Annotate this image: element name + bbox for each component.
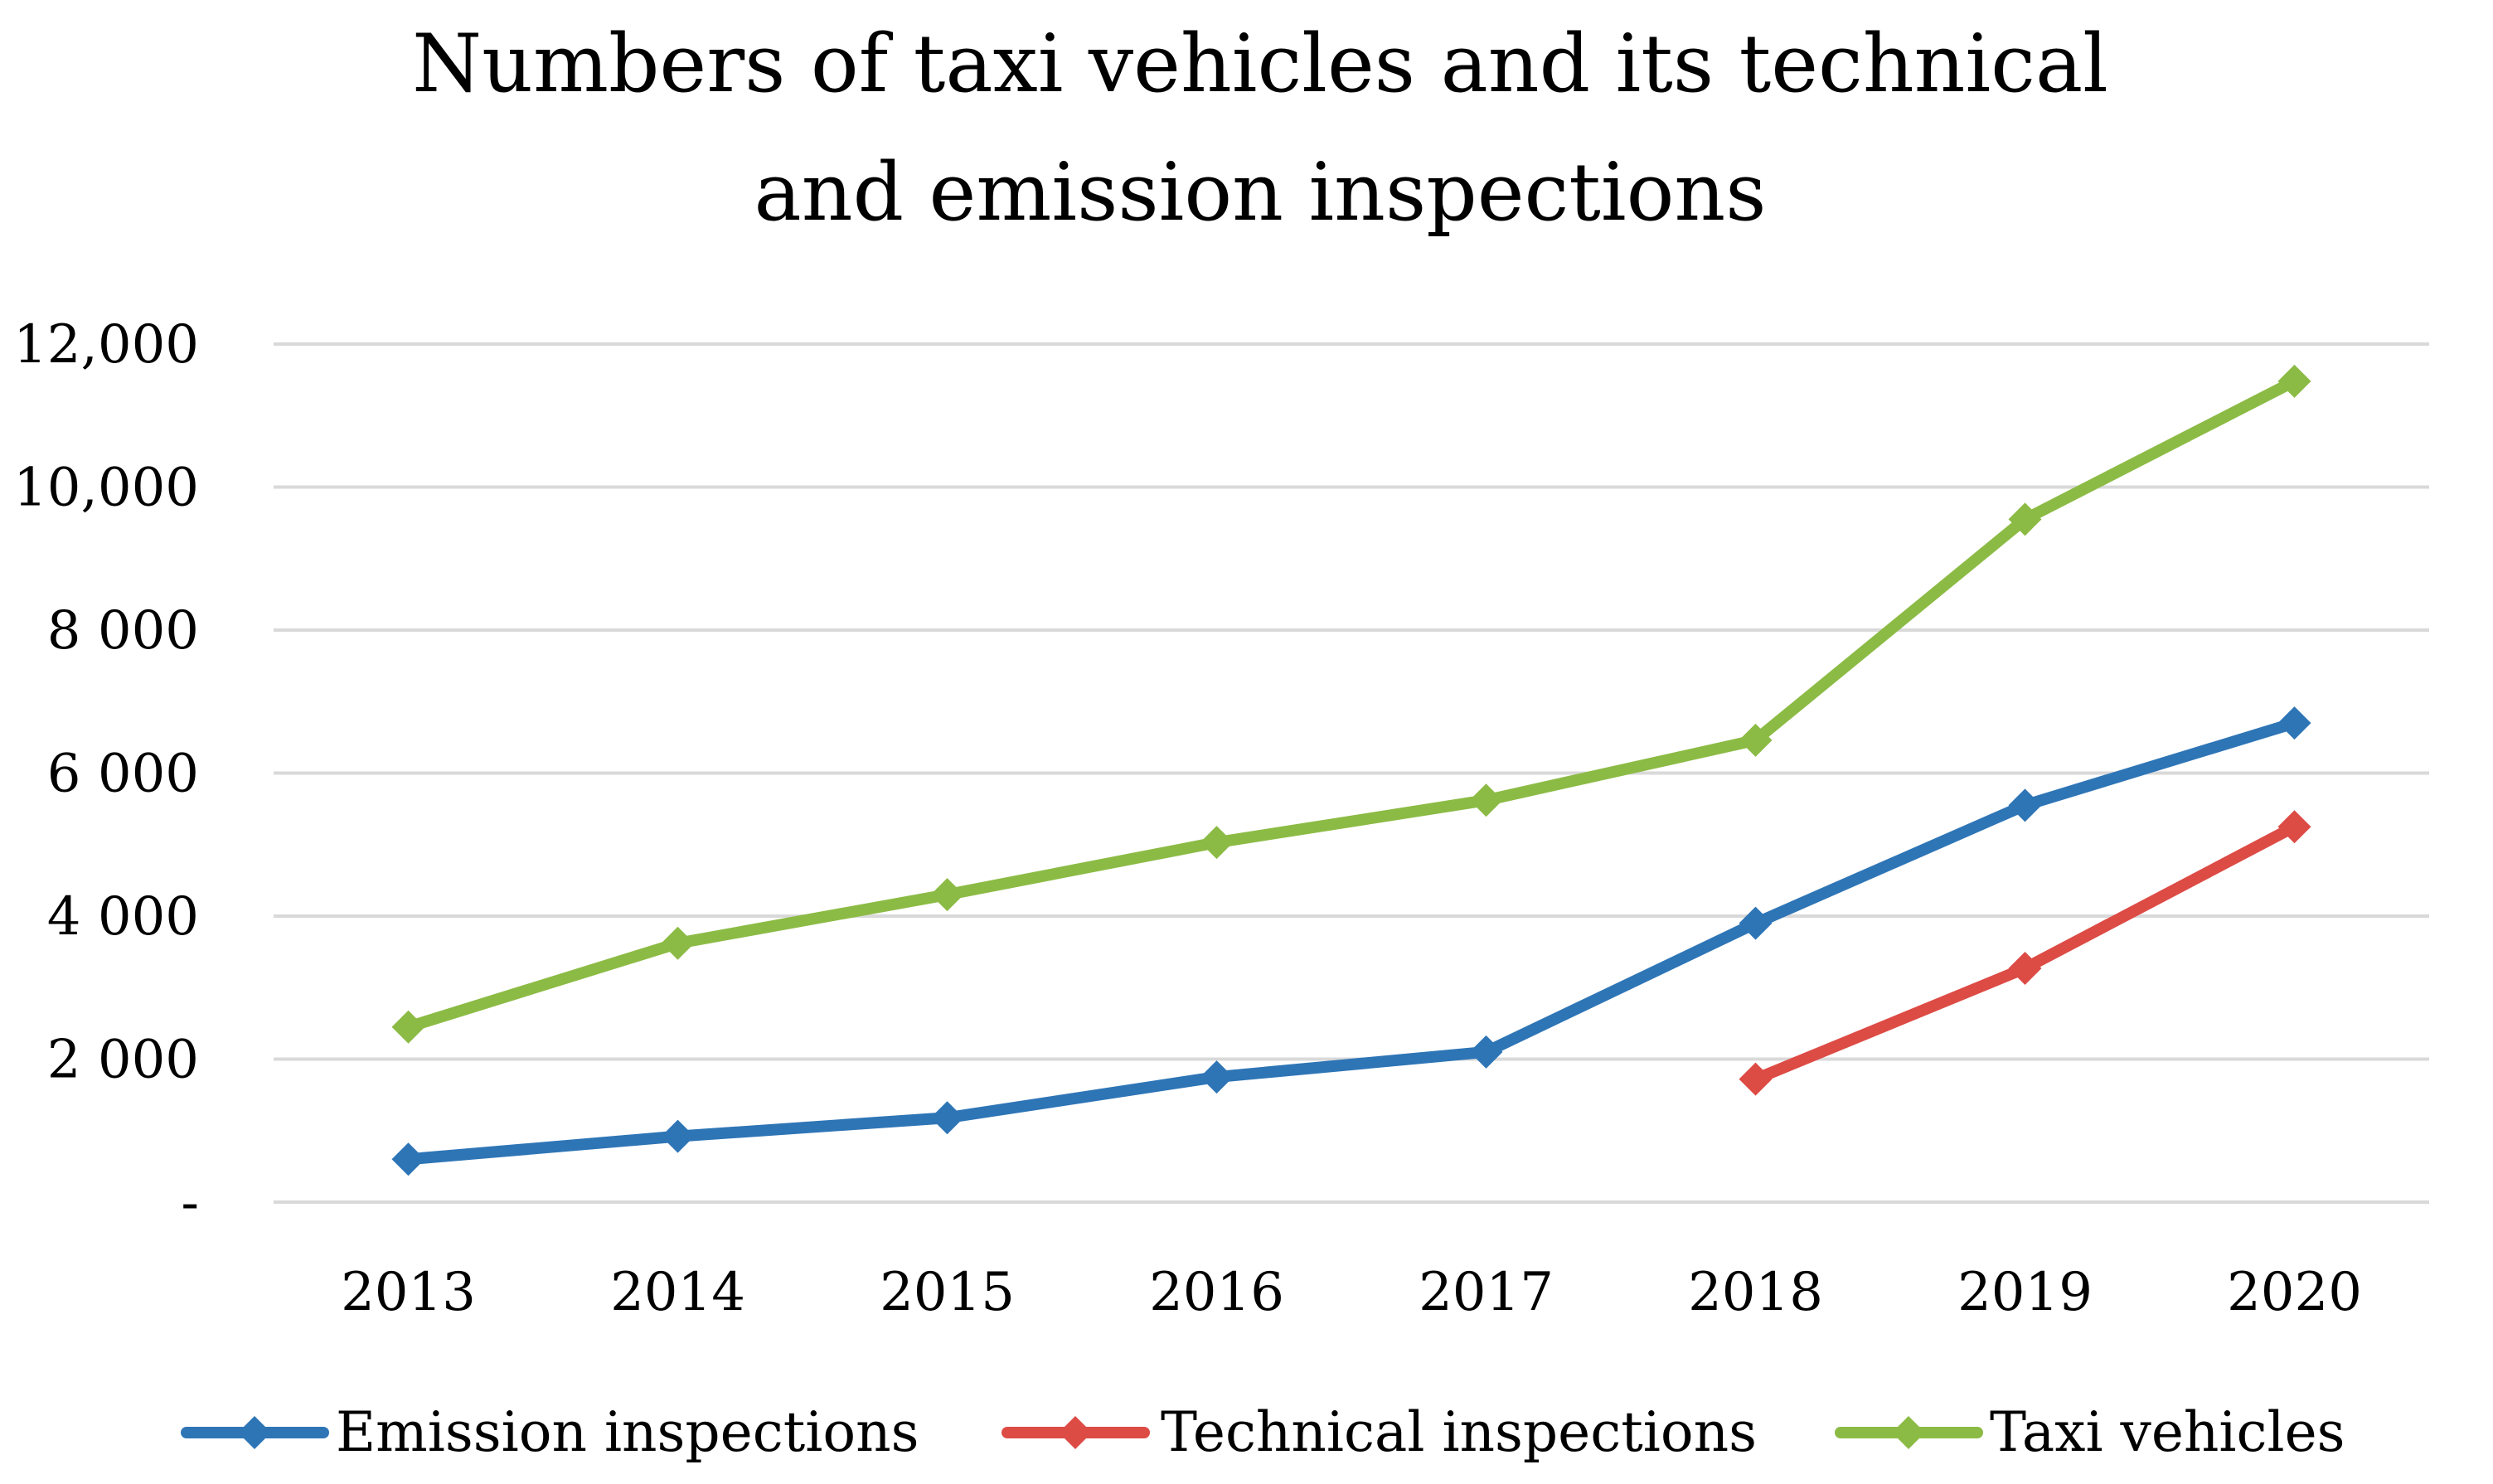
series-group [391, 364, 2311, 1176]
x-tick-label-2019: 2019 [1957, 1262, 2093, 1323]
data-point-taxi-vehicles-2020 [2277, 364, 2311, 398]
legend-item-emission-inspections: Emission inspections [181, 1400, 919, 1464]
data-point-emission-inspections-2018 [1739, 906, 1773, 940]
series-line-emission-inspections [402, 717, 2301, 1166]
legend-marker-technical-inspections [1059, 1416, 1092, 1449]
data-point-emission-inspections-2019 [2008, 788, 2042, 822]
legend-label-emission-inspections: Emission inspections [336, 1400, 919, 1464]
gridlines [274, 342, 2429, 1204]
data-point-technical-inspections-2020 [2277, 810, 2311, 844]
y-tick-label: 6 000 [47, 744, 199, 805]
data-point-taxi-vehicles-2019 [2008, 502, 2042, 536]
x-tick-label-2016: 2016 [1149, 1262, 1284, 1323]
y-tick-label: 12,000 [13, 314, 199, 376]
y-tick-label: 4 000 [47, 886, 199, 948]
legend-label-taxi-vehicles: Taxi vehicles [1990, 1400, 2345, 1464]
series-emission-inspections [391, 706, 2311, 1176]
legend-item-taxi-vehicles: Taxi vehicles [1835, 1400, 2345, 1464]
data-point-taxi-vehicles-2016 [1200, 826, 1234, 860]
data-point-taxi-vehicles-2018 [1739, 723, 1773, 757]
chart-title-line-1: Numbers of taxi vehicles and its technic… [412, 17, 2108, 110]
data-point-emission-inspections-2017 [1469, 1035, 1503, 1069]
legend-marker-taxi-vehicles [1892, 1416, 1925, 1449]
data-point-emission-inspections-2014 [661, 1119, 695, 1153]
y-tick-label: 10,000 [13, 458, 199, 519]
data-point-taxi-vehicles-2014 [661, 926, 695, 960]
data-point-technical-inspections-2019 [2008, 951, 2042, 985]
series-taxi-vehicles [391, 364, 2311, 1044]
legend: Emission inspections Technical inspection… [181, 1400, 2345, 1464]
x-tick-label-2013: 2013 [341, 1262, 476, 1323]
data-point-emission-inspections-2020 [2277, 706, 2311, 740]
data-point-taxi-vehicles-2013 [391, 1010, 425, 1044]
x-tick-label-2018: 2018 [1688, 1262, 1823, 1323]
legend-marker-emission-inspections [238, 1416, 271, 1449]
y-tick-label: 2 000 [47, 1030, 199, 1091]
x-tick-label-2015: 2015 [880, 1262, 1015, 1323]
data-point-emission-inspections-2013 [391, 1142, 425, 1176]
x-tick-label-2014: 2014 [610, 1262, 745, 1323]
x-axis-ticks: 2013 2014 2015 2016 2017 2018 2019 2020 [341, 1262, 2362, 1323]
legend-label-technical-inspections: Technical inspections [1161, 1400, 1757, 1464]
y-axis-ticks: - 2 000 4 000 6 000 8 000 10,000 12,000 [13, 314, 199, 1234]
y-tick-label: 8 000 [47, 600, 199, 662]
data-point-emission-inspections-2016 [1200, 1060, 1234, 1094]
data-point-technical-inspections-2018 [1739, 1062, 1773, 1096]
data-point-emission-inspections-2015 [930, 1101, 964, 1135]
series-technical-inspections [1739, 810, 2311, 1096]
data-point-taxi-vehicles-2015 [930, 878, 964, 912]
legend-item-technical-inspections: Technical inspections [1002, 1400, 1757, 1464]
x-tick-label-2017: 2017 [1419, 1262, 1554, 1323]
data-point-taxi-vehicles-2017 [1469, 783, 1503, 817]
series-line-taxi-vehicles [402, 375, 2301, 1033]
chart-title: Numbers of taxi vehicles and its technic… [412, 17, 2108, 239]
chart-title-line-2: and emission inspections [754, 146, 1767, 239]
x-tick-label-2020: 2020 [2227, 1262, 2362, 1323]
y-tick-label: - [181, 1172, 199, 1234]
